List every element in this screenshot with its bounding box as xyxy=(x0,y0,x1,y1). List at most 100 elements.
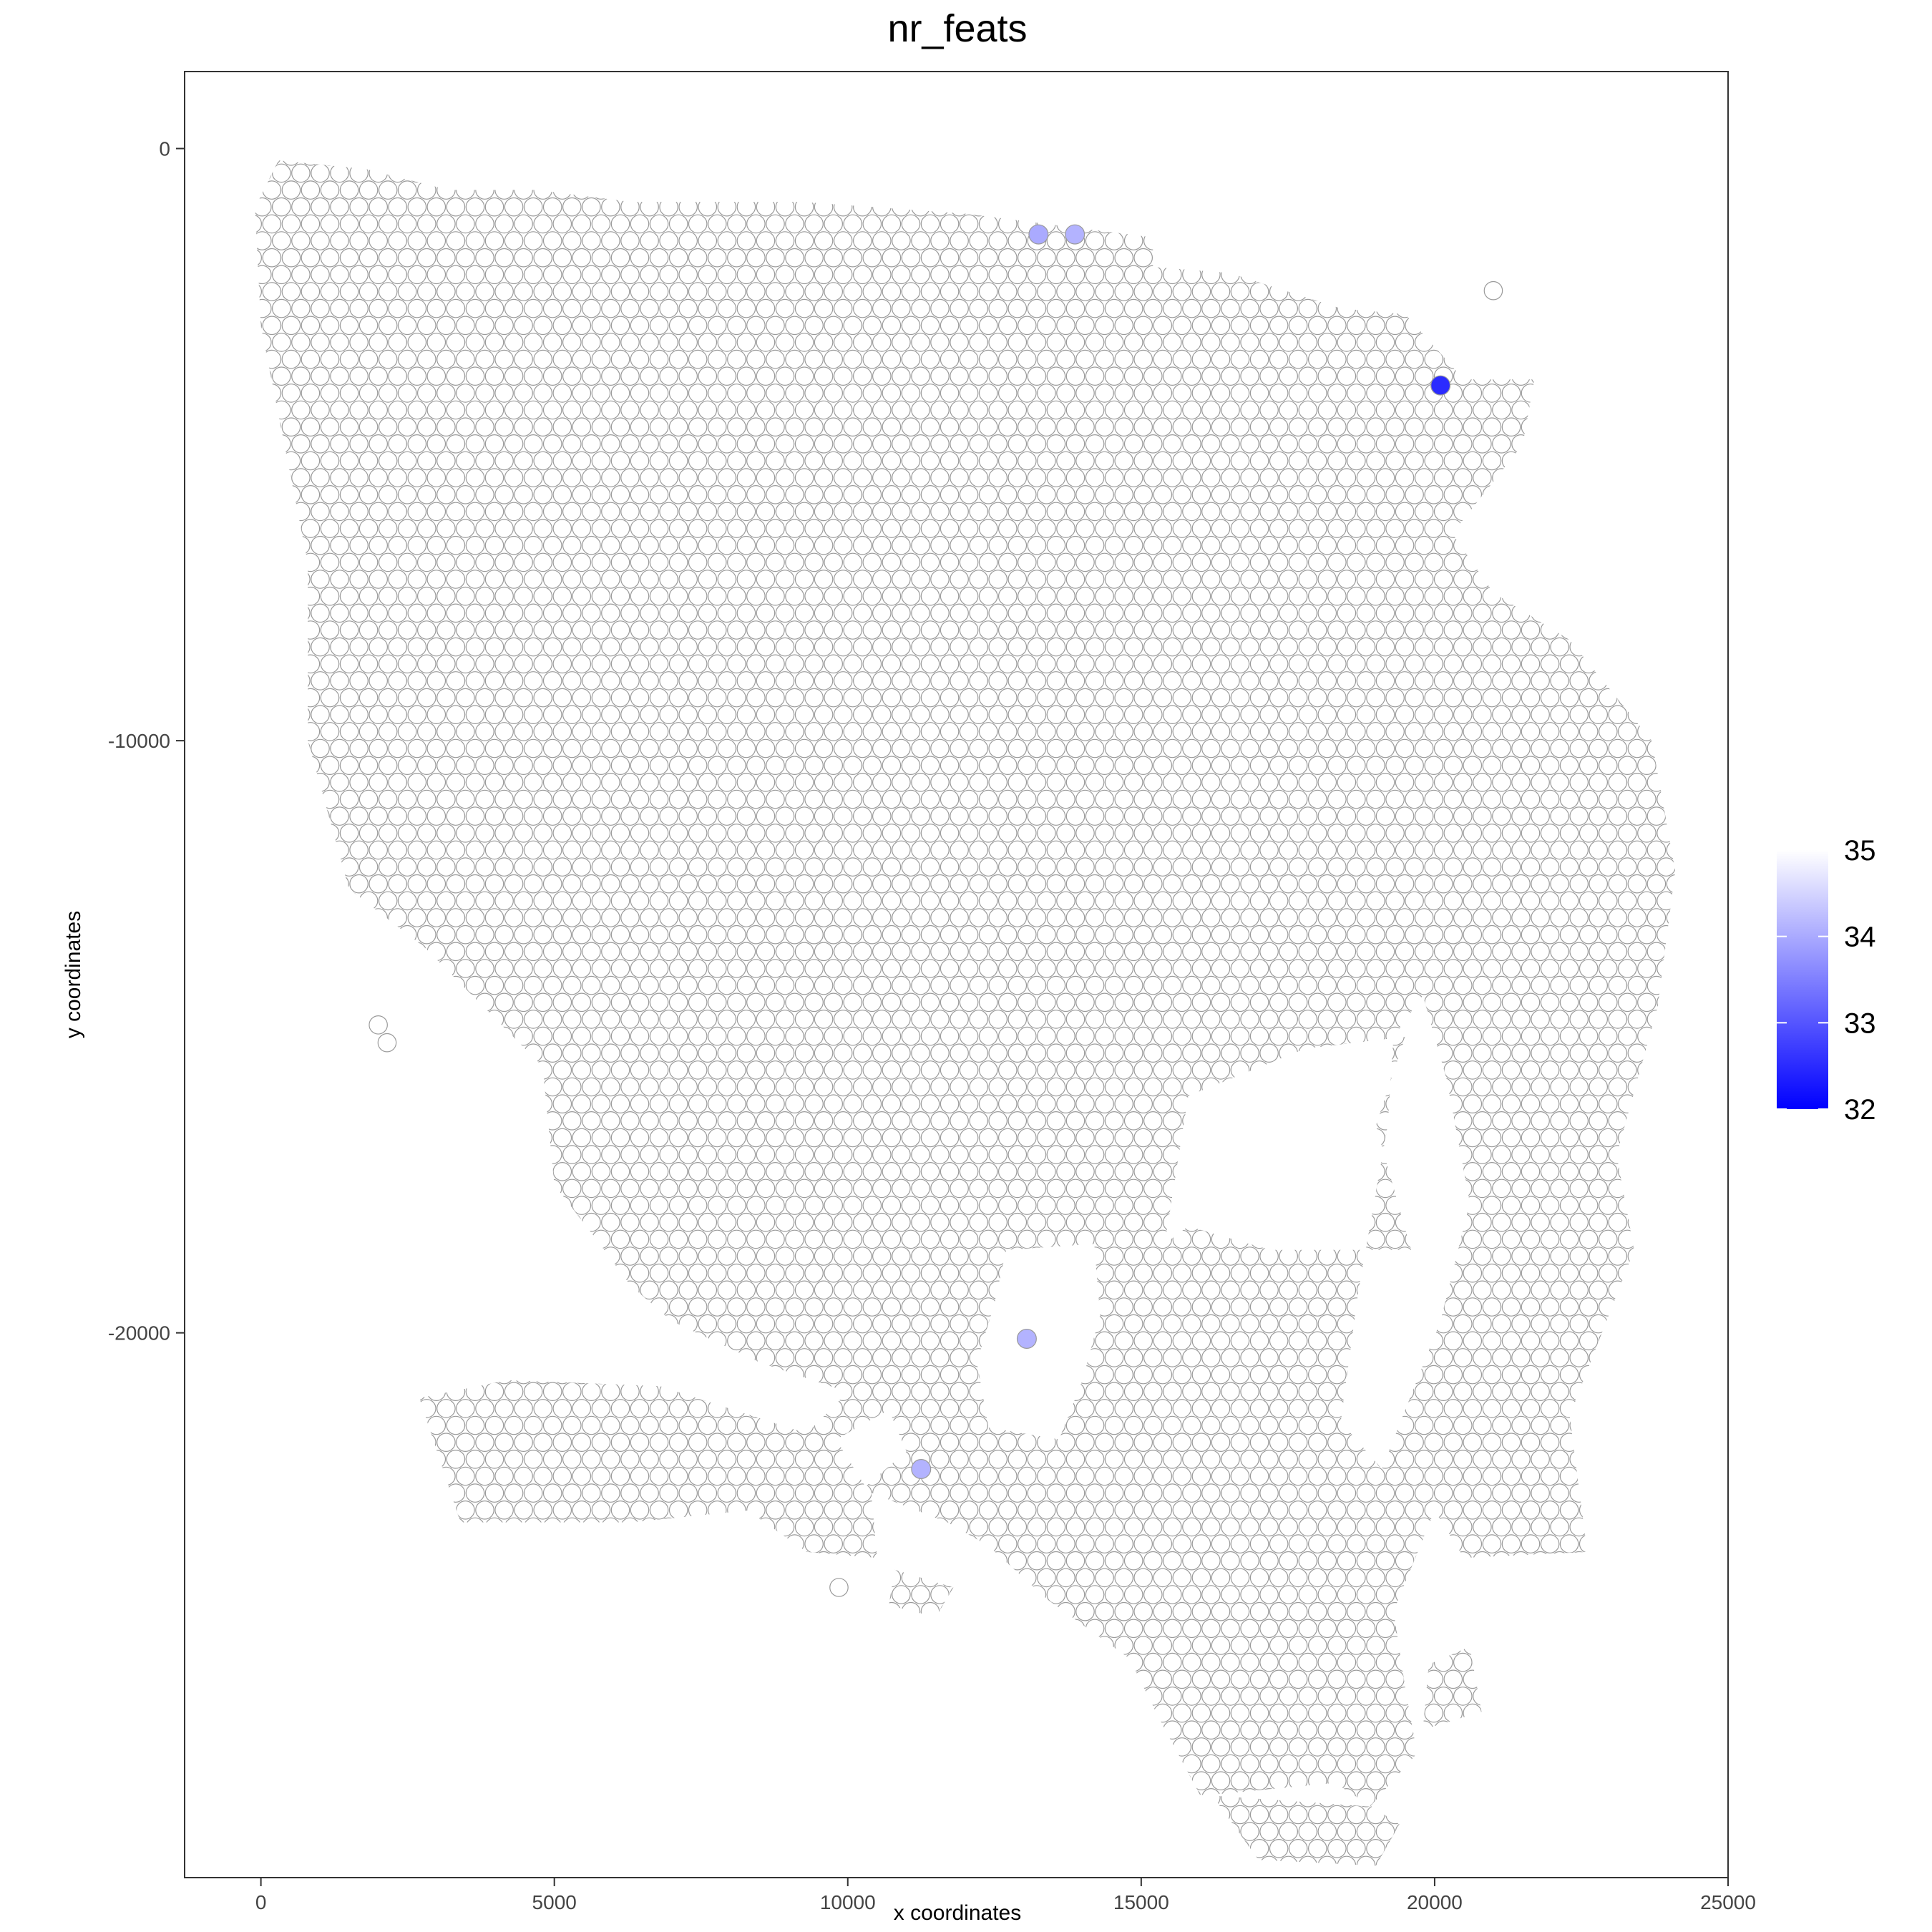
spot xyxy=(1463,417,1483,436)
spot xyxy=(853,908,872,927)
spot xyxy=(1037,519,1056,538)
spot xyxy=(756,333,776,352)
spot xyxy=(978,349,998,369)
spot xyxy=(833,840,853,860)
spot xyxy=(1337,705,1357,724)
spot xyxy=(794,535,814,555)
spot xyxy=(1569,1043,1589,1063)
spot xyxy=(1443,789,1463,809)
spot xyxy=(320,586,340,606)
spot xyxy=(853,705,872,724)
spot xyxy=(649,789,669,809)
spot xyxy=(1637,789,1657,809)
spot xyxy=(862,519,882,538)
spot xyxy=(1104,1010,1124,1029)
spot xyxy=(1337,603,1357,623)
spot xyxy=(465,840,485,860)
spot xyxy=(969,434,988,454)
spot xyxy=(562,434,582,454)
spot xyxy=(1249,519,1269,538)
spot xyxy=(785,349,804,369)
spot xyxy=(1453,874,1473,894)
spot xyxy=(1172,1026,1192,1046)
spot xyxy=(1559,1060,1579,1080)
spot xyxy=(969,1010,988,1029)
spot xyxy=(824,451,843,471)
spot xyxy=(1018,688,1037,708)
spot xyxy=(901,248,921,268)
spot xyxy=(504,637,524,657)
spot xyxy=(572,824,592,843)
spot xyxy=(369,570,388,589)
spot xyxy=(1143,434,1163,454)
spot xyxy=(756,942,776,962)
spot xyxy=(542,705,562,724)
spot xyxy=(446,603,466,623)
spot xyxy=(688,992,708,1013)
spot xyxy=(940,959,960,978)
spot xyxy=(1308,959,1327,978)
spot xyxy=(649,1060,669,1080)
spot xyxy=(940,282,960,301)
spot xyxy=(911,535,930,555)
spot xyxy=(1559,756,1579,775)
spot xyxy=(736,603,756,623)
spot xyxy=(1627,975,1647,995)
spot xyxy=(911,1043,930,1063)
spot xyxy=(1327,451,1347,471)
spot xyxy=(707,282,727,301)
spot xyxy=(426,570,447,589)
spot xyxy=(1085,333,1105,352)
spot xyxy=(484,366,504,386)
spot xyxy=(882,214,902,234)
spot xyxy=(582,1043,601,1063)
spot xyxy=(872,603,892,623)
spot xyxy=(1249,586,1269,606)
spot xyxy=(1443,654,1463,674)
spot xyxy=(1327,789,1347,809)
spot xyxy=(494,316,514,336)
spot xyxy=(514,552,533,572)
spot xyxy=(804,586,824,606)
spot xyxy=(1337,671,1357,691)
spot xyxy=(746,552,766,572)
spot xyxy=(582,908,601,927)
spot xyxy=(397,248,417,268)
spot xyxy=(659,942,678,962)
spot xyxy=(727,316,746,336)
spot xyxy=(833,333,853,352)
spot xyxy=(504,265,524,285)
spot xyxy=(378,789,398,809)
spot xyxy=(1366,722,1385,741)
spot xyxy=(988,975,1008,995)
spot xyxy=(1492,1077,1511,1097)
spot xyxy=(533,451,552,471)
spot xyxy=(1259,400,1279,420)
spot xyxy=(736,333,756,352)
spot xyxy=(678,400,698,420)
spot xyxy=(717,333,737,352)
spot xyxy=(1482,451,1502,471)
spot xyxy=(1085,366,1105,386)
spot xyxy=(688,688,708,708)
spot xyxy=(465,806,485,826)
spot xyxy=(1114,620,1133,640)
spot xyxy=(978,722,998,741)
spot xyxy=(1337,570,1357,589)
spot xyxy=(1249,620,1269,640)
spot xyxy=(572,722,592,741)
spot xyxy=(1018,1094,1037,1113)
spot xyxy=(678,637,698,657)
spot xyxy=(1211,1060,1231,1080)
spot xyxy=(291,468,311,487)
spot xyxy=(775,603,795,623)
spot xyxy=(1279,400,1298,420)
spot xyxy=(339,451,359,471)
spot xyxy=(494,824,514,843)
spot xyxy=(1356,434,1376,454)
spot xyxy=(659,975,678,995)
spot xyxy=(1463,891,1483,911)
spot xyxy=(1540,992,1560,1013)
spot xyxy=(1201,908,1221,927)
spot xyxy=(1317,773,1337,792)
